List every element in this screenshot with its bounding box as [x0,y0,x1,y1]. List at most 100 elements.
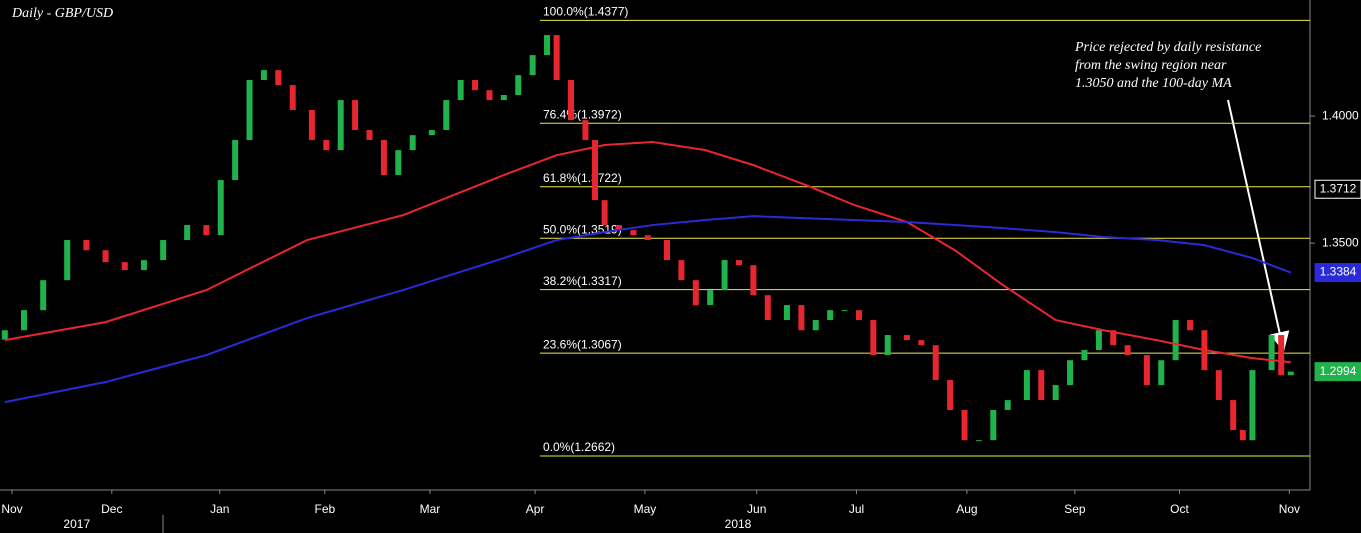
candle-body [1143,355,1150,386]
candle-body [337,100,344,151]
candle-body [121,262,128,271]
candle-body [1239,430,1246,441]
candle-body [83,240,90,251]
candle-body [961,409,968,441]
year-label: 2017 [63,517,90,531]
candle-body [323,139,330,151]
candle-body [544,35,551,56]
candle-body [160,240,167,261]
x-tick-label: Nov [1,502,22,516]
x-tick-label: Feb [315,502,336,516]
x-tick-label: Jul [849,502,864,516]
candle-body [644,235,651,241]
candle-body [1158,360,1165,386]
candle-body [380,139,387,176]
candle-body [721,260,728,291]
candle-body [903,335,910,341]
y-tick-label: 1.3500 [1322,235,1359,249]
candle-body [1067,360,1074,386]
annotation-arrow [1227,99,1290,352]
candle-body [855,310,862,321]
x-tick-label: Apr [526,502,545,516]
candle-body [395,150,402,176]
candle-body [217,180,224,236]
candle-body [275,70,282,86]
candle-body [443,100,450,131]
price-tag-label: 1.2994 [1320,364,1357,378]
candle-body [798,305,805,331]
candle-body [841,310,848,312]
annotation: Price rejected by daily resistance [1074,40,1261,55]
candle-body [203,225,210,236]
moving-average [4,215,1292,404]
annotation: 1.3050 and the 100-day MA [1075,76,1232,91]
candle-body [1287,371,1294,376]
candle-body [1230,400,1237,431]
candle-body [975,440,982,442]
candle-body [515,75,522,96]
candle-body [812,320,819,331]
candle-body [140,260,147,271]
candle-body [884,335,891,356]
price-tag-label: 1.3712 [1320,181,1357,195]
y-tick-label: 1.4000 [1322,108,1359,122]
candle-body [1172,320,1179,361]
price-tag-label: 1.3384 [1320,265,1357,279]
candle-body [40,280,47,311]
candle-body [990,409,997,441]
candle-body [1268,335,1275,371]
candle-body [1004,400,1011,410]
candle-body [1052,385,1059,401]
candle-body [750,265,757,296]
candle-body [870,320,877,356]
chart-title: Daily - GBP/USD [11,6,113,21]
x-tick-label: May [634,502,657,516]
candle-body [1095,330,1102,351]
year-label: 2018 [725,517,752,531]
candle-body [428,130,435,136]
x-tick-label: Dec [101,502,122,516]
candle-body [472,80,479,91]
candle-body [568,80,575,121]
x-tick-label: Oct [1170,502,1189,516]
candle-body [366,130,373,140]
candle-body [529,55,536,76]
fib-label: 76.4%(1.3972) [543,107,622,121]
candle-body [1023,370,1030,401]
candle-body [1215,370,1222,401]
price-tag [1314,179,1361,199]
candle-body [947,380,954,410]
candle-body [246,80,253,140]
candle-body [616,225,623,231]
candle-body [783,305,790,321]
candle-body [457,80,464,101]
candle-body [764,295,771,321]
fib-label: 23.6%(1.3067) [543,337,622,351]
x-tick-label: Sep [1064,502,1086,516]
candle-body [692,280,699,306]
candle-body [1038,370,1045,401]
candle-body [918,340,925,346]
candle-body [630,230,637,236]
x-tick-label: Aug [956,502,977,516]
candle-body [20,310,27,331]
fib-label: 61.8%(1.3722) [543,171,622,185]
fib-label: 100.0%(1.4377) [543,4,628,18]
candle-body [1124,345,1131,356]
x-tick-label: Mar [420,502,441,516]
candle-body [308,109,315,140]
candle-body [553,35,560,81]
candle-body [1187,320,1194,331]
candle-body [289,85,296,110]
candle-body [663,240,670,261]
price-tag [1314,362,1361,382]
candle-body [932,345,939,381]
candle-body [352,100,359,131]
price-tag [1314,263,1361,283]
candle-body [409,135,416,151]
candle-body [184,225,191,241]
x-tick-label: Nov [1279,502,1300,516]
candle-body [232,139,239,181]
candle-body [735,260,742,266]
candle-body [260,70,267,81]
